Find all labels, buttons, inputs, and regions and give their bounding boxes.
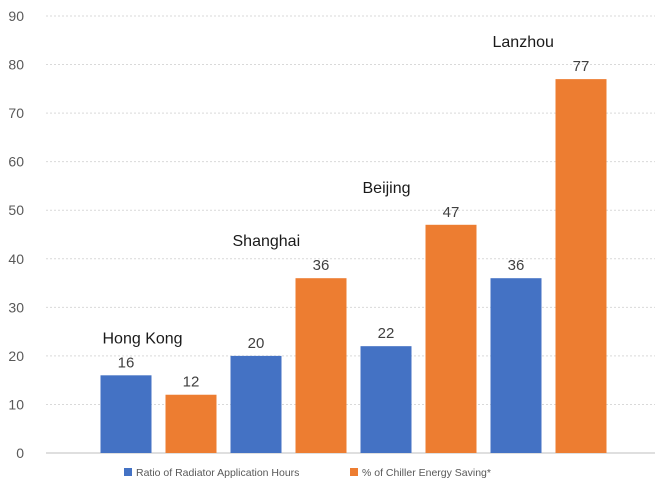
category-labels: Hong Kong Shanghai Beijing Lanzhou [103,34,554,347]
y-tick-label: 60 [8,154,24,170]
legend-swatch [124,468,132,476]
y-tick-label: 70 [8,105,24,121]
data-label: 36 [508,257,525,274]
y-tick-label: 80 [8,57,24,73]
bar-radiator-hours [230,355,282,453]
legend-label: % of Chiller Energy Saving* [362,467,491,479]
data-label: 36 [313,257,330,274]
category-label: Hong Kong [103,330,183,347]
y-axis-tick-labels: 0 10 20 30 40 50 60 70 80 90 [8,8,24,461]
bar-radiator-hours [100,375,152,453]
bar-chiller-saving [295,278,347,453]
data-label: 77 [573,58,590,75]
bars [100,79,607,453]
data-label: 20 [248,335,265,352]
data-label: 12 [183,374,200,391]
y-tick-label: 20 [8,348,24,364]
bar-chiller-saving [165,394,217,453]
category-label: Shanghai [233,233,301,250]
y-tick-label: 50 [8,202,24,218]
data-label: 16 [118,354,135,371]
data-label: 22 [378,325,395,342]
value-labels: 16 12 20 36 22 47 36 77 [118,58,590,391]
category-label: Lanzhou [493,34,554,51]
bar-chiller-saving [425,224,477,453]
legend: Ratio of Radiator Application Hours % of … [124,467,491,479]
data-label: 47 [443,204,460,221]
bar-radiator-hours [490,278,542,453]
y-tick-label: 30 [8,299,24,315]
y-tick-label: 40 [8,251,24,267]
y-tick-label: 0 [16,445,24,461]
bar-radiator-hours [360,346,412,453]
legend-swatch [350,468,358,476]
y-tick-label: 10 [8,396,24,412]
category-label: Beijing [363,180,411,197]
bar-chiller-saving [555,79,607,453]
y-tick-label: 90 [8,8,24,24]
legend-label: Ratio of Radiator Application Hours [136,467,299,479]
